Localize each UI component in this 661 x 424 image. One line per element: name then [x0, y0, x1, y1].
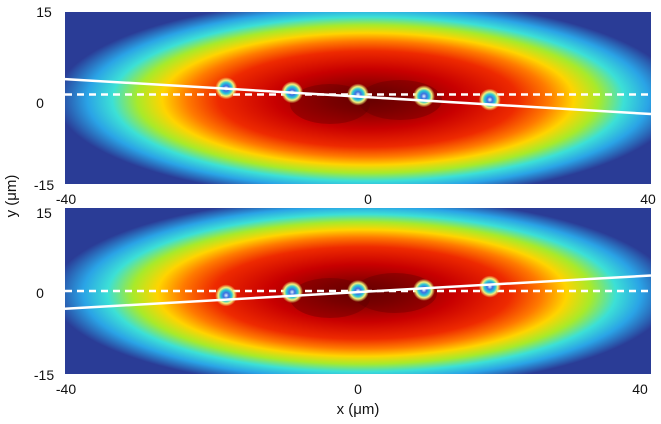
y-tick-label: 15 [36, 4, 52, 20]
y-tick-label: 0 [36, 95, 44, 111]
ion-point-top [413, 85, 435, 107]
panel-top: 15 0 -15 -40 0 40 [34, 0, 661, 207]
ion-point-top [347, 84, 369, 106]
x-tick-label: 0 [354, 381, 362, 397]
x-tick-label: -40 [56, 191, 76, 207]
x-tick-label: 40 [632, 381, 648, 397]
x-tick-label: 40 [640, 191, 656, 207]
panel-bottom: 15 0 -15 -40 0 40 [34, 197, 661, 397]
ion-point-bottom [215, 284, 237, 306]
x-axis-label: x (μm) [337, 401, 380, 418]
y-tick-label: -15 [34, 177, 54, 193]
ion-point-bottom [281, 281, 303, 303]
y-tick-label: -15 [34, 367, 54, 383]
ion-point-bottom [479, 276, 501, 298]
y-tick-label: 0 [36, 285, 44, 301]
y-tick-label: 15 [36, 205, 52, 221]
x-tick-label: -40 [56, 381, 76, 397]
x-tick-label: 0 [364, 191, 372, 207]
ion-point-top [479, 89, 501, 111]
y-axis-label: y (μm) [3, 175, 20, 218]
